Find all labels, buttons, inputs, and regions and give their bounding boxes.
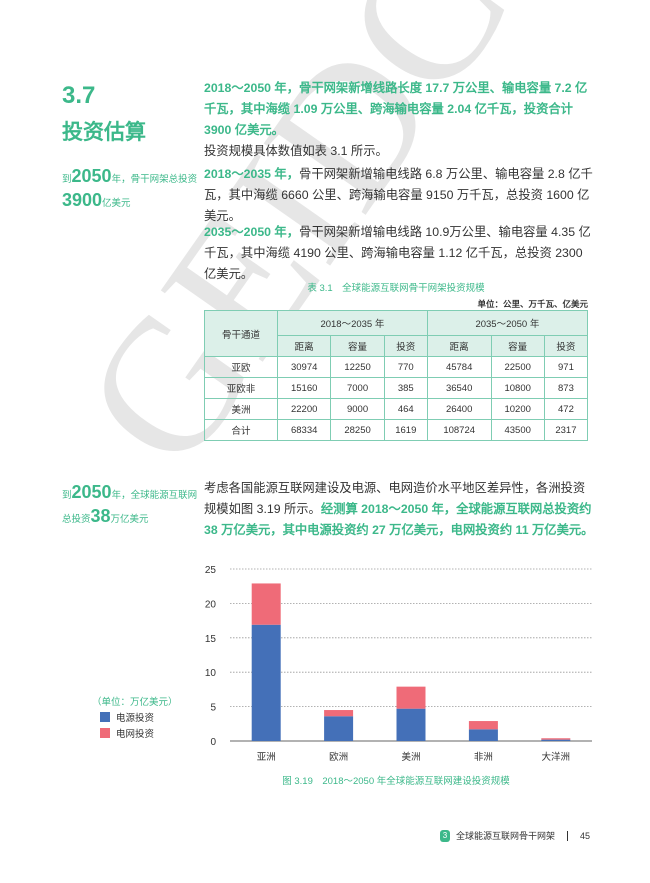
column-header: 投资: [543, 335, 589, 357]
paragraph-3: 2035～2050 年，骨干网架新增输电线路 10.9万公里、输电容量 4.35…: [204, 225, 591, 281]
y-tick-label: 25: [205, 565, 217, 576]
x-tick-label: 美洲: [401, 751, 420, 763]
paragraph-2: 2018～2035 年，骨干网架新增输电线路 6.8 万公里、输电容量 2.8 …: [204, 167, 593, 223]
chapter-title: 全球能源互联网骨干网架: [455, 831, 555, 841]
y-tick-label: 20: [205, 599, 217, 610]
table-cell: 2317: [543, 419, 589, 441]
table-caption: 表 3.1 全球能源互联网骨干网架投资规模: [307, 283, 485, 294]
paragraph-1: 2018～2050 年，骨干网架新增线路长度 17.7 万公里、输电容量 7.2…: [204, 81, 588, 158]
page-number: 45: [579, 830, 590, 841]
column-header: 距离: [276, 335, 332, 357]
bar-power-investment: [396, 708, 426, 741]
unit-label: （单位：万亿美元）: [92, 697, 178, 708]
bar-power-investment: [324, 716, 354, 741]
bar-grid-investment: [468, 721, 498, 730]
bar-power-investment: [468, 729, 498, 741]
table-cell: 1619: [383, 419, 428, 441]
column-header: 投资: [383, 335, 428, 357]
divider: [566, 830, 568, 841]
y-tick-label: 10: [205, 668, 217, 679]
period-header: 2035～2050 年: [426, 310, 589, 336]
chart-caption: 图 3.19 2018～2050 年全球能源互联网建设投资规模: [282, 776, 510, 787]
table-unit: 单位：公里、万千瓦、亿美元: [477, 299, 588, 309]
x-tick-label: 非洲: [474, 751, 493, 763]
legend-label: 电网投资: [116, 729, 155, 740]
row-header: 骨干通道: [204, 310, 278, 357]
investment-table: 骨干通道 2018～2035 年 2035～2050 年 距离 容量 投资 距离 容量投…: [204, 310, 589, 441]
sidebar-note-2: 到2050年，全球能源互联网 总投资38万亿美元: [62, 482, 198, 526]
y-tick-label: 0: [210, 737, 216, 748]
table-row: 合计 68334 28250 1619 108724 43500 2317: [204, 419, 589, 441]
legend-label: 电源投资: [116, 713, 155, 724]
x-tick-label: 欧洲: [329, 751, 348, 763]
bar-power-investment: [251, 624, 281, 741]
x-tick-label: 大洋洲: [542, 751, 571, 763]
section-number: 3.7: [62, 82, 96, 109]
bar-grid-investment: [324, 710, 354, 717]
y-tick-label: 15: [205, 634, 217, 645]
legend-swatch-grid: [100, 728, 110, 738]
legend-swatch-power: [100, 712, 110, 722]
y-tick-label: 5: [210, 703, 216, 714]
chapter-badge: 3: [439, 829, 450, 842]
bar-grid-investment: [541, 738, 571, 740]
table-cell: 43500: [490, 419, 545, 441]
section-title: 投资估算: [62, 121, 146, 144]
x-tick-label: 亚洲: [257, 752, 276, 763]
page-footer: 3 全球能源互联网骨干网架 45: [439, 829, 590, 842]
table-cell: 28250: [330, 419, 385, 441]
table-row: 亚欧非 15160 7000 385 36540 10800 873: [204, 377, 589, 399]
bar-grid-investment: [396, 686, 426, 709]
bar-grid-investment: [251, 583, 281, 625]
bar-power-investment: [541, 739, 571, 741]
chart-legend: （单位：万亿美元） 电源投资 电网投资: [92, 695, 178, 743]
sidebar-note-1: 到2050年，骨干网架总投资 3900亿美元: [62, 166, 198, 210]
paragraph-4: 考虑各国能源互联网建设及电源、电网造价水平地区差异性，各洲投资规模如图 3.19…: [204, 481, 594, 537]
column-header: 容量: [490, 335, 545, 357]
